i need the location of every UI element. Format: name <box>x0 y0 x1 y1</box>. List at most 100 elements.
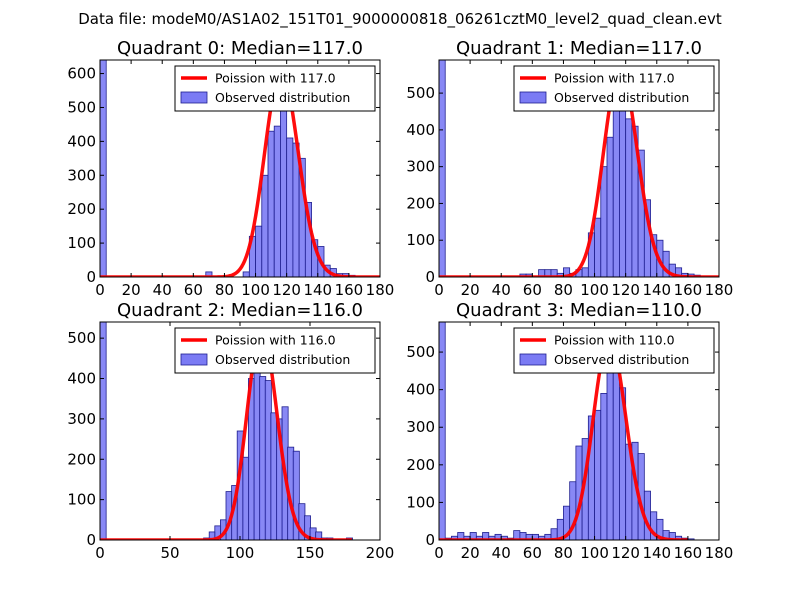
legend-box <box>174 65 376 112</box>
x-tick-label: 0 <box>95 544 105 562</box>
y-tick-label: 500 <box>67 329 96 347</box>
figure-suptitle: Data file: modeM0/AS1A02_151T01_90000008… <box>78 10 722 29</box>
legend-label-observed: Observed distribution <box>215 352 350 367</box>
legend-bar-swatch <box>519 91 547 104</box>
legend-label-poisson: Poission with 117.0 <box>215 71 336 86</box>
y-tick-label: 300 <box>406 158 435 176</box>
legend: Poission with 117.0 Observed distribution <box>174 65 376 112</box>
histogram-bar <box>606 366 614 540</box>
x-tick-label: 40 <box>153 281 172 299</box>
chart-panel-3: 0 20 40 60 80 100 120 140 160 1800100200300400500… <box>406 300 733 562</box>
histogram-bar <box>594 409 602 540</box>
y-tick-label: 300 <box>406 418 435 436</box>
y-tick-label: 200 <box>406 194 435 212</box>
histogram-bar <box>612 96 620 277</box>
x-tick-label: 140 <box>642 544 671 562</box>
histogram-bar <box>205 271 213 277</box>
poisson-curve <box>100 70 380 277</box>
panel-title: Quadrant 1: Median=117.0 <box>456 38 702 59</box>
histogram-bar <box>600 393 608 540</box>
y-tick-label: 400 <box>67 370 96 388</box>
x-tick-label: 60 <box>523 544 542 562</box>
y-tick-label: 100 <box>406 493 435 511</box>
x-tick-label: 20 <box>122 281 141 299</box>
chart-panel-1: 0 20 40 60 80 100 120 140 160 1800100200300400500… <box>406 38 733 299</box>
chart-panel-2: 0 50 100 150 200 0 100 200 300 400 500 Quadrant 2: … <box>67 300 394 562</box>
x-tick-label: 140 <box>303 281 332 299</box>
y-tick-label: 500 <box>406 84 435 102</box>
x-tick-label: 180 <box>705 281 734 299</box>
axes-frame <box>99 59 381 278</box>
y-tick-label: 300 <box>67 166 96 184</box>
x-tick-label: 180 <box>366 281 395 299</box>
x-tick-label: 40 <box>492 544 511 562</box>
histogram-bar <box>439 60 446 277</box>
legend-box <box>513 327 715 374</box>
x-tick-label: 140 <box>642 281 671 299</box>
y-tick-label: 200 <box>67 200 96 218</box>
y-tick-label: 0 <box>86 531 96 549</box>
x-tick-label: 80 <box>215 281 234 299</box>
legend-label-poisson: Poission with 116.0 <box>215 333 336 348</box>
chart-panel-0: 0 20 40 60 80 100 120 140 160 1800100200300400500… <box>67 38 394 299</box>
legend-label-observed: Observed distribution <box>215 90 350 105</box>
legend: Poission with 116.0 Observed distribution <box>174 327 376 374</box>
x-tick-label: 120 <box>611 544 640 562</box>
histogram-bar <box>255 225 263 277</box>
histogram-bar <box>273 125 281 277</box>
panel-title: Quadrant 3: Median=110.0 <box>456 300 702 321</box>
y-tick-label: 200 <box>406 456 435 474</box>
x-tick-label: 0 <box>95 281 105 299</box>
histogram-bar <box>594 217 602 277</box>
legend-bar-swatch <box>180 91 208 104</box>
x-tick-label: 80 <box>554 544 573 562</box>
axes-frame <box>438 321 720 541</box>
legend-box <box>174 327 376 374</box>
x-tick-label: 20 <box>461 544 480 562</box>
histogram-bar <box>606 136 614 277</box>
histogram-bar <box>261 174 269 277</box>
histogram-bar <box>100 322 107 540</box>
legend-box <box>513 65 715 112</box>
y-tick-label: 0 <box>425 531 435 549</box>
x-tick-label: 100 <box>580 544 609 562</box>
x-tick-label: 60 <box>184 281 203 299</box>
legend-bar-swatch <box>180 353 208 366</box>
histogram-bar <box>242 271 250 277</box>
histogram-bar <box>286 137 294 277</box>
x-tick-label: 120 <box>611 281 640 299</box>
x-tick-label: 60 <box>523 281 542 299</box>
x-tick-label: 0 <box>434 281 444 299</box>
histogram-bars <box>100 60 356 277</box>
y-tick-label: 100 <box>67 234 96 252</box>
axes-frame <box>438 59 720 278</box>
x-tick-label: 180 <box>705 544 734 562</box>
y-tick-label: 300 <box>67 410 96 428</box>
y-tick-label: 400 <box>67 132 96 150</box>
y-tick-label: 0 <box>425 268 435 286</box>
legend-label-observed: Observed distribution <box>554 90 689 105</box>
legend-bar-swatch <box>519 353 547 366</box>
legend-label-poisson: Poission with 117.0 <box>554 71 675 86</box>
x-tick-label: 100 <box>226 544 255 562</box>
x-tick-label: 80 <box>554 281 573 299</box>
x-tick-label: 100 <box>580 281 609 299</box>
y-tick-label: 400 <box>406 121 435 139</box>
x-tick-label: 40 <box>492 281 511 299</box>
y-tick-label: 400 <box>406 381 435 399</box>
histogram-bar <box>656 518 664 540</box>
x-tick-label: 120 <box>272 281 301 299</box>
y-tick-label: 200 <box>67 450 96 468</box>
histogram-bar <box>439 322 446 540</box>
x-tick-label: 160 <box>674 544 703 562</box>
y-tick-label: 500 <box>406 343 435 361</box>
y-tick-label: 100 <box>406 231 435 249</box>
poisson-curve <box>439 67 719 277</box>
panel-title: Quadrant 0: Median=117.0 <box>117 38 363 59</box>
y-tick-label: 0 <box>86 268 96 286</box>
histogram-bar <box>100 60 107 277</box>
x-tick-label: 50 <box>160 544 179 562</box>
histogram-bar <box>581 267 589 277</box>
